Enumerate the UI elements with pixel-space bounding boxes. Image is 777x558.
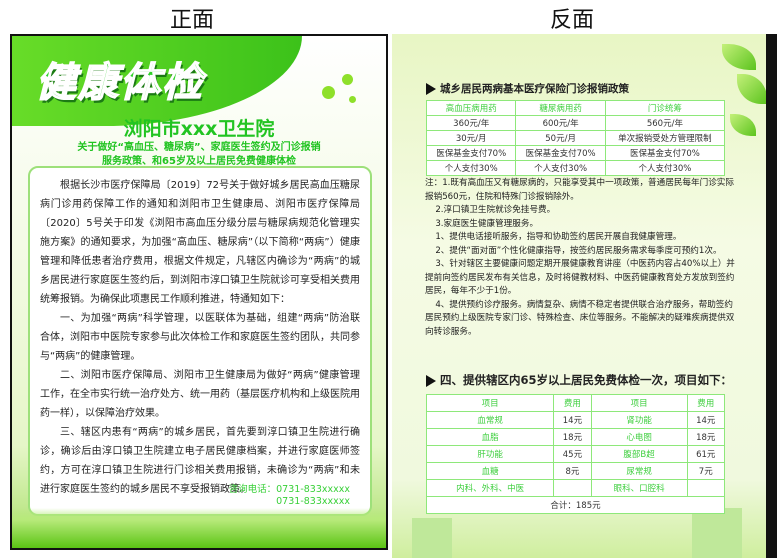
dot-decoration [349, 96, 356, 103]
table-header: 费用 [686, 394, 725, 412]
cell: 血糖 [425, 462, 555, 480]
front-label: 正面 [170, 8, 215, 33]
cell: 14元 [686, 411, 725, 429]
cell: 肝功能 [425, 445, 555, 463]
section-heading-2: 四、提供辖区内65岁以上居民免费体检一次，项目如下： [426, 372, 732, 388]
cell: 内科、外科、中医 [425, 479, 555, 497]
note: 1、提供电话接听服务，指导和协助签约居民开展自我健康管理。 [435, 232, 682, 242]
cell: 腹部B超 [590, 445, 688, 463]
paragraph: 根据长沙市医疗保障局〔2019〕72号关于做好城乡居民高血压糖尿病门诊用药保障工… [40, 180, 360, 305]
cell: 医保基金支付70% [425, 145, 517, 161]
cell: 个人支付30% [604, 160, 726, 176]
paragraph: 一、为加强“两病”科学管理，以医联体为基础，组建“两病”防治联合体，浏阳市中医院… [40, 313, 360, 362]
paragraph: 三、辖区内患有“两病”的城乡居民，首先要到淳口镇卫生院进行确诊，确诊后由淳口镇卫… [40, 427, 360, 495]
triangle-icon [426, 374, 436, 387]
cell: 18元 [686, 428, 725, 446]
note: 注：1.既有高血压又有糖尿病的，只能享受其中一项政策，普通居民每年门诊实际报销5… [425, 178, 734, 202]
cell: 单次报销受处方管理限制 [604, 130, 726, 146]
note: 2.淳口镇卫生院就诊免挂号费。 [435, 205, 556, 215]
total-row: 合计：185元 [426, 496, 725, 514]
cell: 560元/年 [604, 115, 726, 131]
leaf-decoration [730, 114, 756, 136]
contact-phone: 咨询电话：0731-833xxxxx 0731-833xxxxx [229, 484, 350, 508]
note: 4、提供预约诊疗服务。病情复杂、病情不稳定者提供联合治疗服务，帮助签约居民预约上… [425, 299, 735, 337]
grass-decoration [12, 508, 386, 548]
table-row: 血常规 14元 肾功能 14元 [425, 411, 725, 429]
table-row: 肝功能 45元 腹部B超 61元 [425, 445, 725, 463]
table-row: 360元/年 600元/年 560元/年 [425, 115, 726, 131]
paragraph: 二、浏阳市医疗保障局、浏阳市卫生健康局为做好“两病”健康管理工作，在全市实行统一… [40, 370, 360, 419]
cell [686, 479, 725, 497]
cell: 7元 [686, 462, 725, 480]
cell: 医保基金支付70% [604, 145, 726, 161]
cell: 14元 [553, 411, 592, 429]
total-cell: 合计：185元 [426, 496, 725, 514]
table-row: 血糖 8元 尿常规 7元 [425, 462, 725, 480]
cell: 心电图 [590, 428, 688, 446]
table-header: 项目 [425, 394, 555, 412]
leaf-decoration [722, 44, 756, 70]
note: 2、提供“面对面”个性化健康指导，按签约居民服务需求每季度可预约1次。 [435, 245, 722, 256]
cell: 医保基金支付70% [515, 145, 606, 161]
content-box: 根据长沙市医疗保障局〔2019〕72号关于做好城乡居民高血压糖尿病门诊用药保障工… [28, 166, 372, 516]
table-header: 项目 [590, 394, 688, 412]
cell: 肾功能 [590, 411, 688, 429]
phone-1: 咨询电话：0731-833xxxxx [228, 484, 350, 495]
subtitle-line: 关于做好“高血压、糖尿病”、家庭医生签约及门诊报销 [77, 142, 321, 153]
cell: 8元 [553, 462, 592, 480]
section-heading-1: 城乡居民两病基本医疗保险门诊报销政策 [426, 81, 629, 96]
cell: 血常规 [425, 411, 555, 429]
dot-decoration [322, 86, 335, 99]
front-page: 健康体检 浏阳市xxx卫生院 关于做好“高血压、糖尿病”、家庭医生签约及门诊报销… [10, 34, 388, 550]
back-label: 反面 [550, 8, 595, 33]
table-row: 30元/月 50元/月 单次报销受处方管理限制 [425, 130, 726, 146]
section-title: 四、提供辖区内65岁以上居民免费体检一次，项目如下： [440, 373, 733, 387]
building-decoration [412, 518, 452, 558]
cell: 血脂 [425, 428, 555, 446]
back-page: 城乡居民两病基本医疗保险门诊报销政策 高血压病用药 糖尿病用药 门诊统筹 360元/… [392, 34, 766, 558]
cell: 18元 [553, 428, 592, 446]
table-header: 糖尿病用药 [515, 100, 606, 116]
section-title: 城乡居民两病基本医疗保险门诊报销政策 [440, 83, 629, 95]
notes: 注：1.既有高血压又有糖尿病的，只能享受其中一项政策，普通居民每年门诊实际报销5… [425, 177, 740, 339]
subtitle-line: 服务政策、和65岁及以上居民免费健康体检 [102, 156, 296, 167]
checkup-table: 项目 费用 项目 费用 血常规 14元 肾功能 14元 血脂 18元 心电图 18元 肝功能 45元… [425, 394, 725, 514]
building-decoration [692, 508, 742, 558]
table-header: 门诊统筹 [604, 100, 726, 116]
table-row: 内科、外科、中医 眼科、口腔科 [425, 479, 725, 497]
hospital-name: 浏阳市xxx卫生院 [123, 118, 275, 140]
cell: 个人支付30% [515, 160, 606, 176]
triangle-icon [426, 83, 436, 95]
cell: 30元/月 [425, 130, 517, 146]
headline: 健康体检 [35, 59, 204, 107]
cell: 360元/年 [425, 115, 517, 131]
phone-2: 0731-833xxxxx [276, 496, 350, 507]
cell: 50元/月 [515, 130, 606, 146]
cell: 61元 [686, 445, 725, 463]
table-header: 费用 [553, 394, 592, 412]
leaf-decoration [737, 74, 766, 104]
cell: 600元/年 [515, 115, 606, 131]
insurance-table: 高血压病用药 糖尿病用药 门诊统筹 360元/年 600元/年 560元/年 30元/月… [425, 100, 726, 176]
table-row: 个人支付30% 个人支付30% 个人支付30% [425, 160, 726, 176]
cell: 45元 [553, 445, 592, 463]
cell: 眼科、口腔科 [590, 479, 688, 497]
cell: 尿常规 [590, 462, 688, 480]
note: 3、针对辖区主要健康问题定期开展健康教育讲座（中医药内容占40%以上）并提前向签… [425, 259, 735, 296]
cell [553, 479, 592, 497]
table-row: 医保基金支付70% 医保基金支付70% 医保基金支付70% [425, 145, 726, 161]
dot-decoration [342, 74, 353, 85]
table-header: 高血压病用药 [425, 100, 517, 116]
table-row: 血脂 18元 心电图 18元 [425, 428, 725, 446]
note: 3.家庭医生健康管理服务。 [435, 218, 539, 229]
cell: 个人支付30% [425, 160, 517, 176]
dark-edge [766, 34, 777, 558]
